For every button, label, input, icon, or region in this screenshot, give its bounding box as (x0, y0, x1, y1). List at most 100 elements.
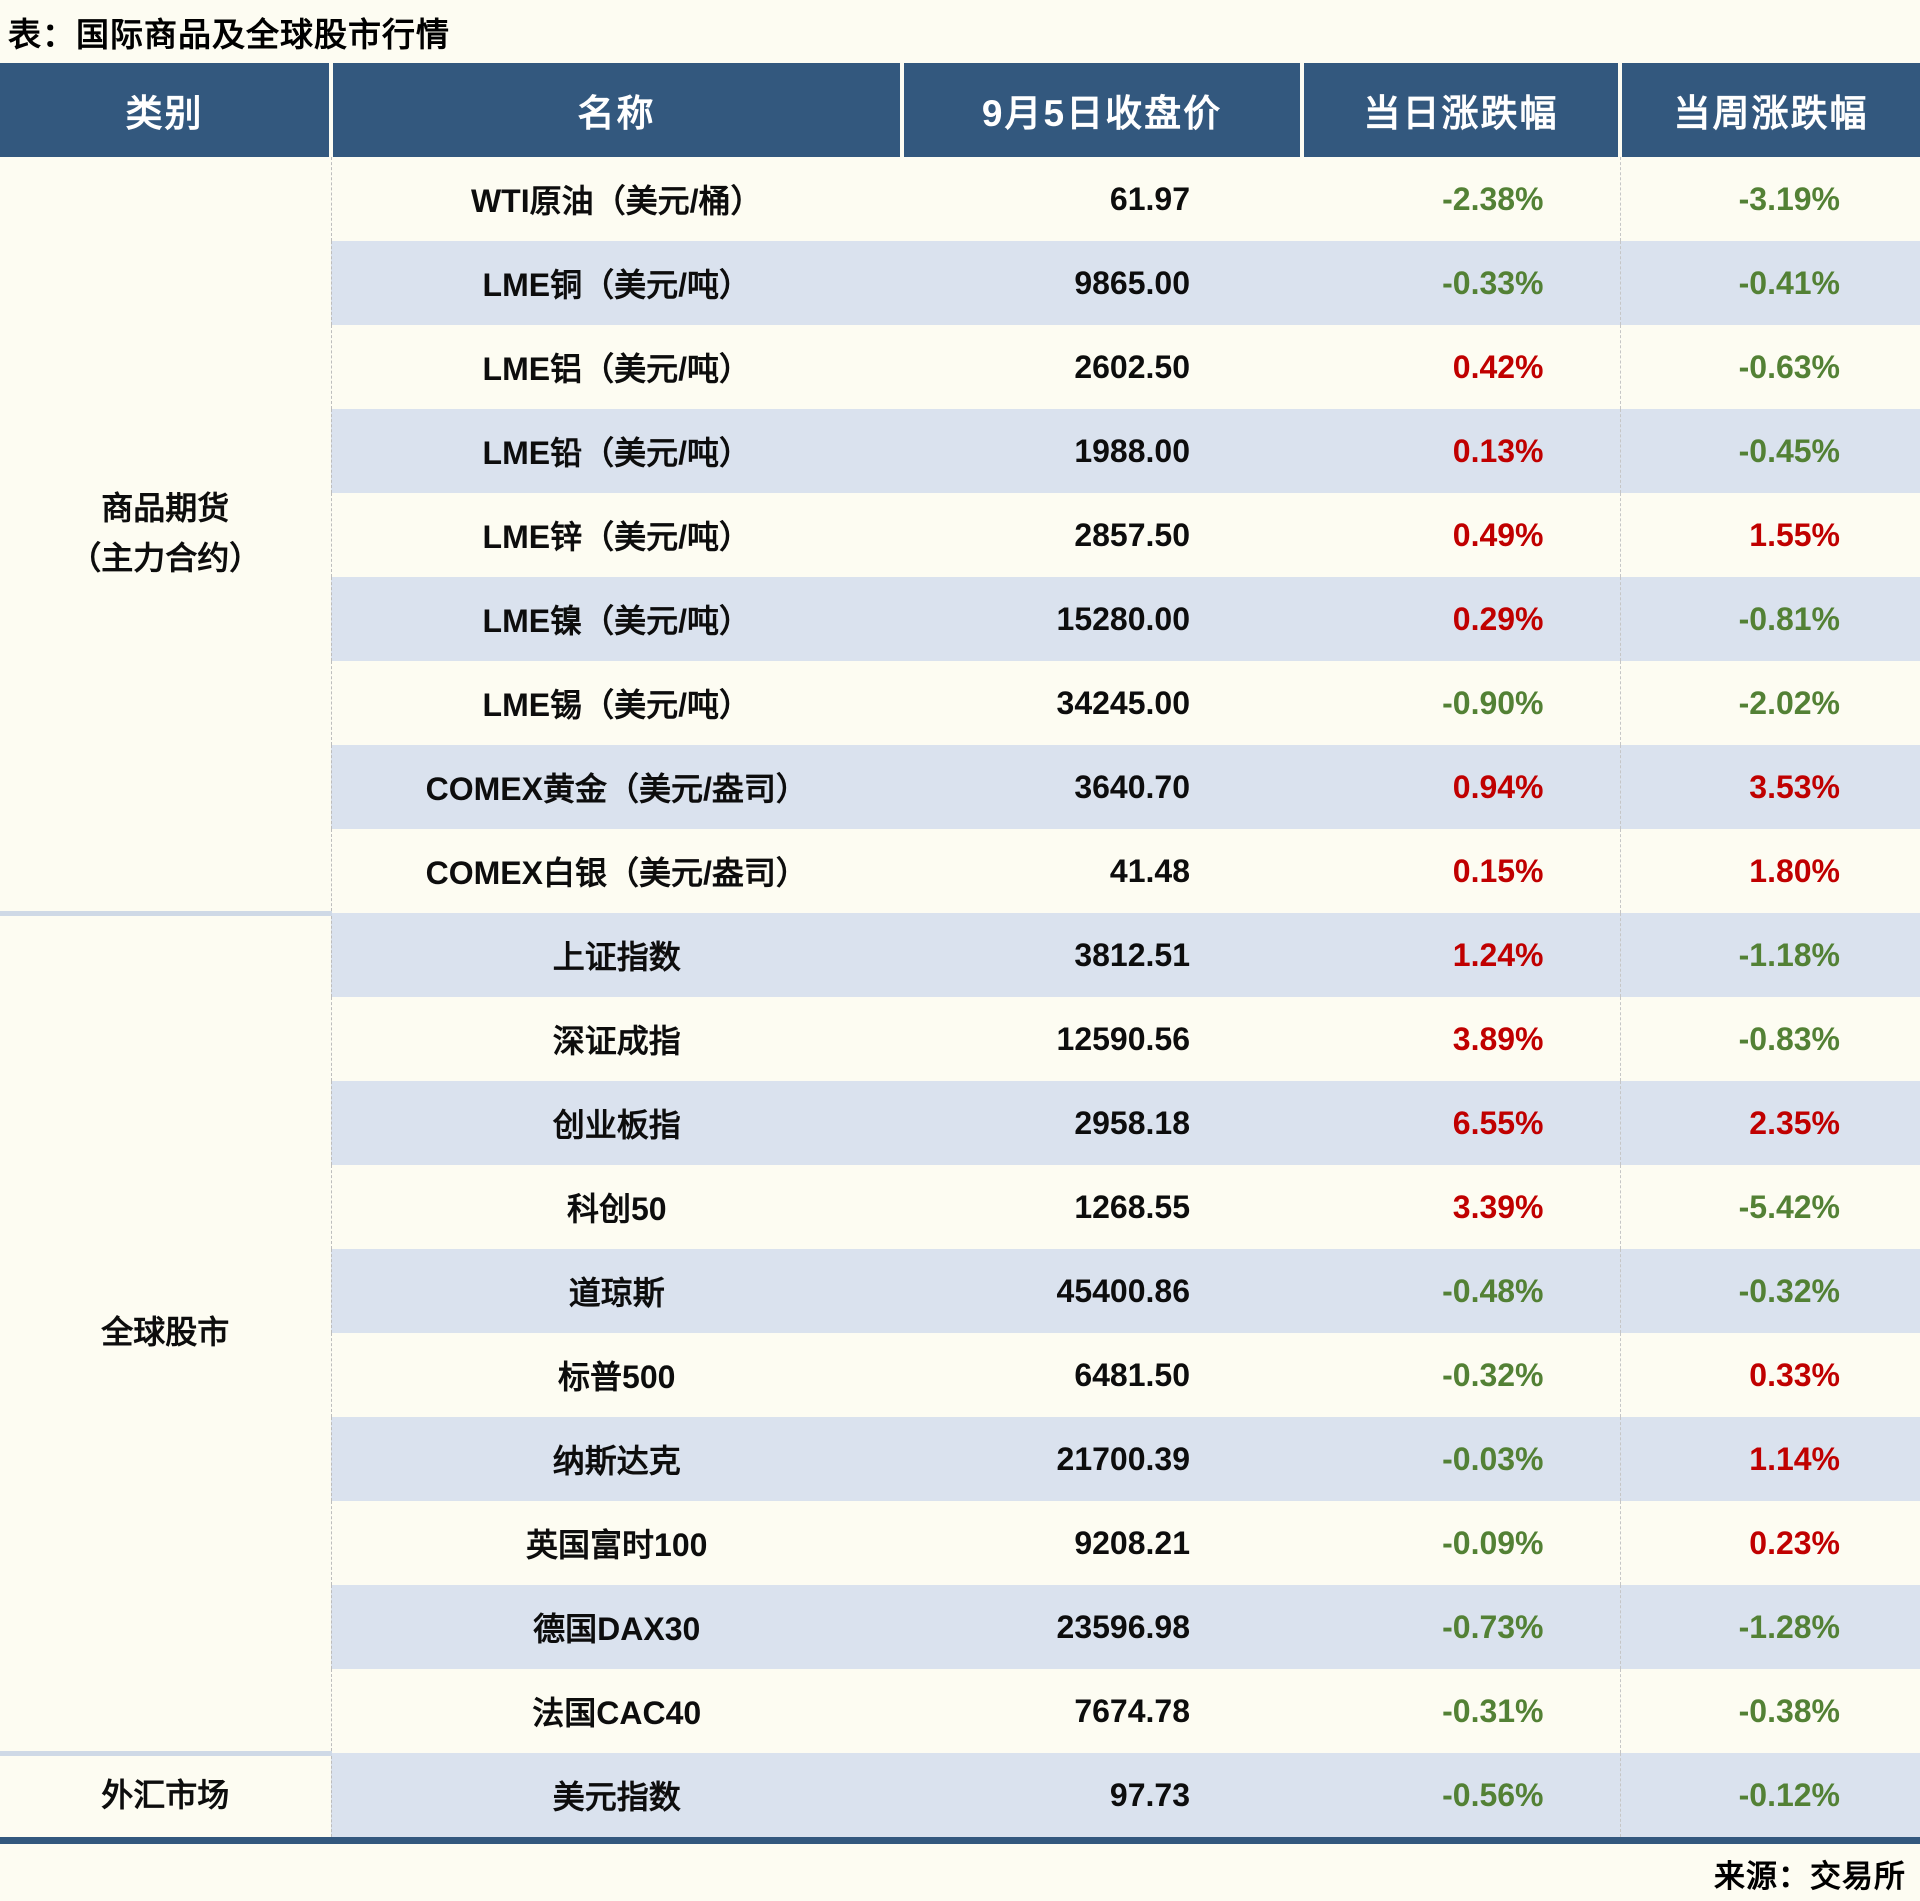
change-value: 1.24% (1452, 936, 1544, 973)
weekly-change: -0.63% (1619, 325, 1920, 409)
change-value: 6.55% (1452, 1104, 1544, 1141)
instrument-name: COMEX黄金（美元/盎司） (331, 745, 902, 829)
instrument-name: 法国CAC40 (532, 1695, 702, 1731)
instrument-name: COMEX白银（美元/盎司） (425, 855, 808, 891)
weekly-change: -3.19% (1619, 157, 1920, 241)
table-row: 创业板指 2958.18 6.55% 2.35% (0, 1081, 1920, 1165)
daily-change: 6.55% (1302, 1081, 1620, 1165)
closing-price: 41.48 (1109, 852, 1190, 889)
closing-price: 2602.50 (1074, 348, 1190, 385)
closing-price: 2958.18 (902, 1081, 1302, 1165)
change-value: -3.19% (1738, 180, 1840, 217)
category-label-line: 外汇市场 (101, 1777, 230, 1814)
change-value: 0.33% (1749, 1356, 1840, 1393)
change-value: -0.32% (1738, 1272, 1840, 1309)
market-table: 类别 名称 9月5日收盘价 当日涨跌幅 当周涨跌幅 商品期货 （主力合约） WTI原油（美元… (0, 63, 1920, 1837)
table-row: 商品期货 （主力合约） WTI原油（美元/桶） 61.97 -2.38% -3.19% (0, 157, 1920, 913)
closing-price: 9865.00 (902, 241, 1302, 325)
weekly-change: 1.55% (1619, 493, 1920, 577)
source-note: 来源：交易所 (1714, 1859, 1906, 1894)
instrument-name: LME铝（美元/吨） (482, 351, 751, 387)
daily-change: -0.31% (1302, 1669, 1620, 1753)
instrument-name: 道琼斯 (331, 1249, 902, 1333)
table-row: 外汇市场 美元指数 97.73 -0.56% -0.12% (0, 1750, 1920, 1837)
weekly-change: 1.14% (1619, 1417, 1920, 1501)
weekly-change: -2.02% (1619, 661, 1920, 745)
change-value: -5.42% (1738, 1188, 1840, 1225)
instrument-name: 深证成指 (552, 1023, 681, 1059)
daily-change: 3.39% (1302, 1165, 1620, 1249)
change-value: -0.33% (1442, 264, 1544, 301)
table-row: LME铝（美元/吨） 2602.50 0.42% -0.63% (0, 325, 1920, 409)
table-row: 英国富时100 9208.21 -0.09% 0.23% (0, 1501, 1920, 1585)
table-row: 科创50 1268.55 3.39% -5.42% (0, 1165, 1920, 1249)
weekly-change: 0.23% (1619, 1501, 1920, 1585)
change-value: -0.81% (1738, 600, 1840, 637)
category-label-line: 全球股市 (101, 1314, 230, 1351)
change-value: 1.55% (1749, 516, 1840, 553)
change-value: -0.73% (1442, 1608, 1544, 1645)
closing-price: 9208.21 (1074, 1524, 1190, 1561)
daily-change: -0.09% (1302, 1501, 1620, 1585)
category-cell: 商品期货 （主力合约） (0, 157, 332, 913)
closing-price: 1988.00 (902, 409, 1302, 493)
change-value: -0.09% (1442, 1524, 1544, 1561)
closing-price: 3812.51 (902, 913, 1302, 997)
change-value: 3.39% (1452, 1188, 1544, 1225)
change-value: 0.15% (1452, 852, 1544, 889)
daily-change: -0.56% (1302, 1753, 1620, 1837)
instrument-name: 德国DAX30 (331, 1585, 902, 1669)
instrument-name: 美元指数 (331, 1753, 902, 1837)
weekly-change: 1.80% (1619, 829, 1920, 913)
change-value: 0.29% (1452, 600, 1544, 637)
instrument-name: LME镍（美元/吨） (331, 577, 902, 661)
instrument-name: LME锌（美元/吨） (482, 519, 751, 555)
change-value: 3.53% (1749, 768, 1840, 805)
closing-price: 1268.55 (1074, 1188, 1190, 1225)
change-value: -0.03% (1442, 1440, 1544, 1477)
instrument-name: LME锡（美元/吨） (482, 687, 751, 723)
daily-change: 0.49% (1302, 493, 1620, 577)
table-row: LME铜（美元/吨） 9865.00 -0.33% -0.41% (0, 241, 1920, 325)
weekly-change: 0.33% (1619, 1333, 1920, 1417)
change-value: 3.89% (1452, 1020, 1544, 1057)
change-value: 0.23% (1749, 1524, 1840, 1561)
change-value: -1.18% (1738, 936, 1840, 973)
table-row: COMEX黄金（美元/盎司） 3640.70 0.94% 3.53% (0, 745, 1920, 829)
change-value: 0.13% (1452, 432, 1544, 469)
change-value: -2.02% (1738, 684, 1840, 721)
weekly-change: -1.28% (1619, 1585, 1920, 1669)
table-row: 德国DAX30 23596.98 -0.73% -1.28% (0, 1585, 1920, 1669)
weekly-change: -0.12% (1619, 1753, 1920, 1837)
closing-price: 15280.00 (902, 577, 1302, 661)
change-value: -0.38% (1738, 1692, 1840, 1729)
table-row: COMEX白银（美元/盎司） 41.48 0.15% 1.80% (0, 829, 1920, 913)
instrument-name: 标普500 (558, 1359, 676, 1395)
change-value: -0.32% (1442, 1356, 1544, 1393)
weekly-change: -5.42% (1619, 1165, 1920, 1249)
change-value: -0.48% (1442, 1272, 1544, 1309)
change-value: 0.94% (1452, 768, 1544, 805)
instrument-name: 科创50 (566, 1191, 667, 1227)
instrument-name: LME铅（美元/吨） (331, 409, 902, 493)
table-row: LME镍（美元/吨） 15280.00 0.29% -0.81% (0, 577, 1920, 661)
table-row: 道琼斯 45400.86 -0.48% -0.32% (0, 1249, 1920, 1333)
weekly-change: -0.32% (1619, 1249, 1920, 1333)
instrument-name: 创业板指 (331, 1081, 902, 1165)
daily-change: -0.33% (1302, 241, 1620, 325)
column-header: 当日涨跌幅 (1300, 63, 1620, 157)
change-value: 2.35% (1749, 1104, 1840, 1141)
change-value: -0.45% (1738, 432, 1840, 469)
change-value: -0.90% (1442, 684, 1544, 721)
table-row: 全球股市 上证指数 3812.51 1.24% -1.18% (0, 910, 1920, 1753)
change-value: -2.38% (1442, 180, 1544, 217)
change-value: 1.80% (1749, 852, 1840, 889)
change-value: -1.28% (1738, 1608, 1840, 1645)
header-row: 类别 名称 9月5日收盘价 当日涨跌幅 当周涨跌幅 (0, 63, 1920, 157)
table-bottom-border (0, 1837, 1920, 1844)
column-header: 名称 (329, 63, 902, 157)
column-header: 类别 (0, 63, 331, 157)
change-value: -0.83% (1738, 1020, 1840, 1057)
table-row: LME锡（美元/吨） 34245.00 -0.90% -2.02% (0, 661, 1920, 745)
